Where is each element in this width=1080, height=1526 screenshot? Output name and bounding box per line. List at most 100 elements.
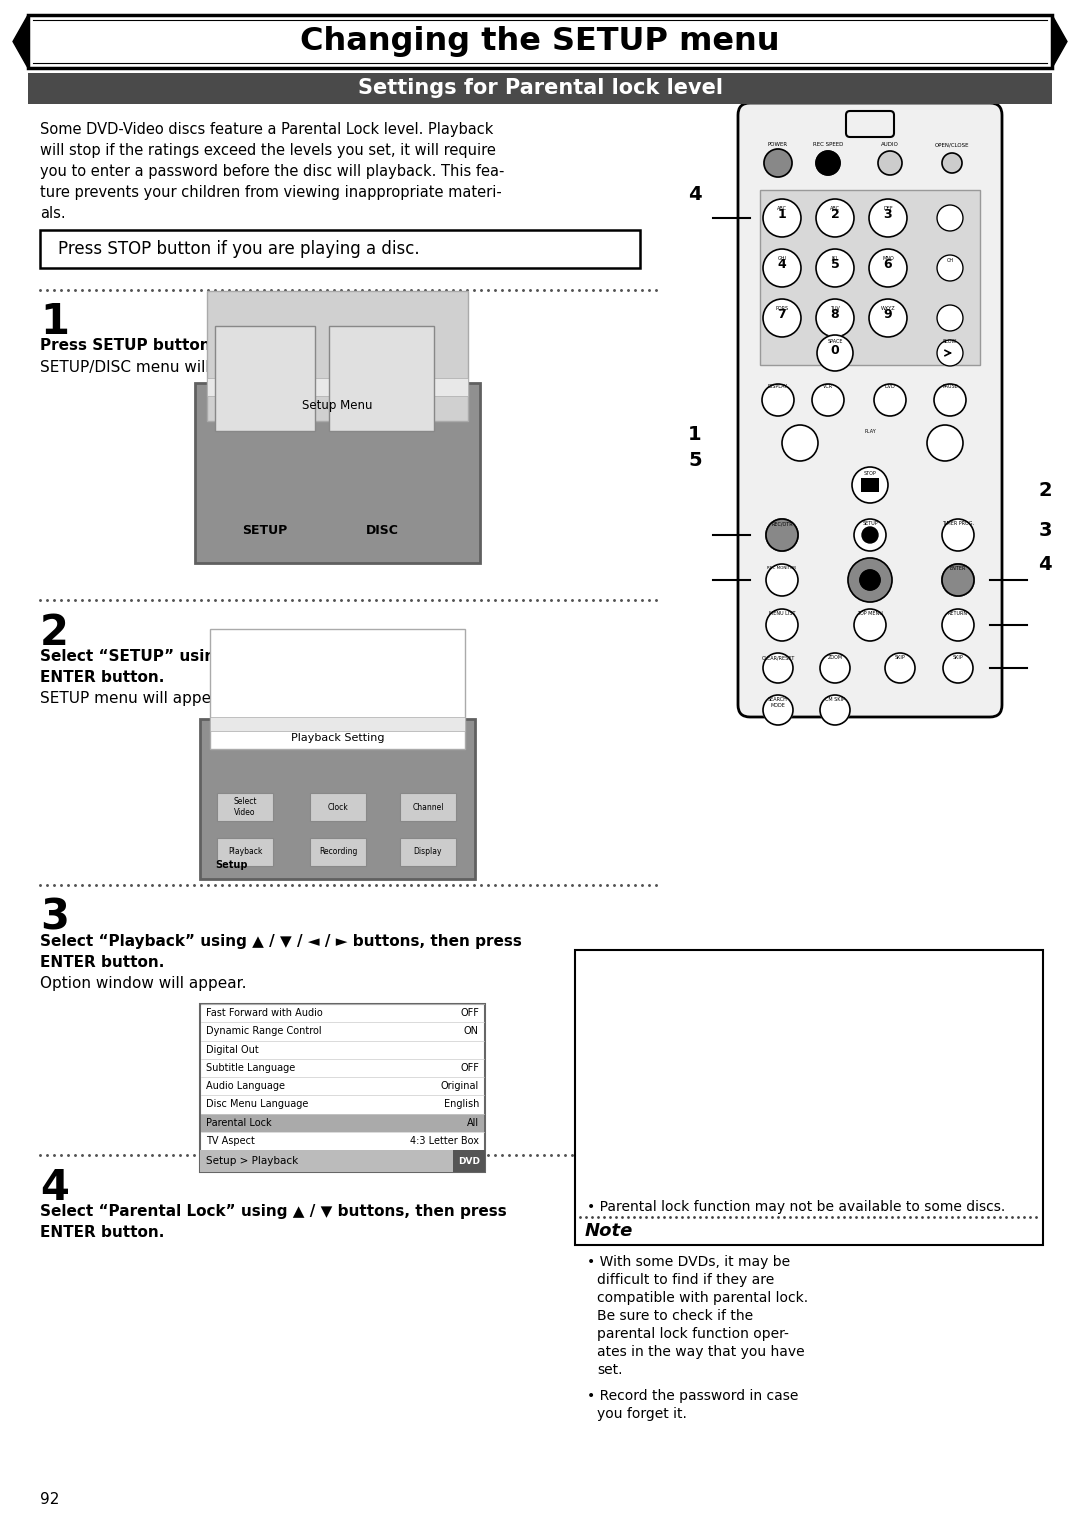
- Bar: [200, 1004, 485, 1172]
- Text: CM SKIP: CM SKIP: [825, 697, 845, 702]
- Bar: [200, 719, 475, 879]
- Text: SPACE: SPACE: [827, 339, 842, 343]
- Circle shape: [927, 426, 963, 461]
- Text: Some DVD-Video discs feature a Parental Lock level. Playback: Some DVD-Video discs feature a Parental …: [40, 122, 494, 137]
- Circle shape: [885, 653, 915, 684]
- Text: • With some DVDs, it may be: • With some DVDs, it may be: [588, 1254, 791, 1270]
- Text: Display: Display: [414, 847, 442, 856]
- Circle shape: [782, 426, 818, 461]
- Text: Clock: Clock: [327, 803, 349, 812]
- Text: SETUP menu will appear.: SETUP menu will appear.: [40, 691, 230, 707]
- Circle shape: [874, 385, 906, 417]
- FancyBboxPatch shape: [738, 102, 1002, 717]
- Polygon shape: [1052, 15, 1067, 69]
- Text: 4: 4: [688, 186, 702, 204]
- Text: 3: 3: [883, 209, 892, 221]
- Text: 0: 0: [831, 345, 839, 357]
- Text: STOP: STOP: [864, 472, 876, 476]
- Circle shape: [942, 565, 974, 597]
- Circle shape: [816, 249, 854, 287]
- Text: Setup: Setup: [215, 861, 247, 870]
- Bar: [217, 838, 273, 865]
- Circle shape: [934, 385, 966, 417]
- Circle shape: [816, 198, 854, 237]
- Text: DEF: DEF: [883, 206, 893, 211]
- Bar: [207, 378, 468, 397]
- Text: ture prevents your children from viewing inappropriate materi-: ture prevents your children from viewing…: [40, 185, 502, 200]
- Text: ENTER button.: ENTER button.: [40, 1225, 164, 1241]
- Bar: [217, 794, 273, 821]
- Circle shape: [766, 609, 798, 641]
- Circle shape: [762, 653, 793, 684]
- Text: PAUSE: PAUSE: [942, 385, 958, 389]
- Text: PQRS: PQRS: [775, 307, 788, 311]
- Text: OPEN/CLOSE: OPEN/CLOSE: [935, 142, 969, 148]
- Circle shape: [942, 565, 974, 597]
- Text: TOP MENU: TOP MENU: [858, 610, 882, 617]
- Circle shape: [816, 299, 854, 337]
- Bar: [40, 230, 640, 269]
- Text: set.: set.: [597, 1363, 622, 1376]
- Text: SLOW: SLOW: [943, 339, 957, 343]
- Bar: [207, 291, 468, 421]
- Circle shape: [869, 249, 907, 287]
- Circle shape: [812, 385, 843, 417]
- Bar: [195, 383, 480, 563]
- Text: WXYZ: WXYZ: [880, 307, 895, 311]
- Text: • Parental lock function may not be available to some discs.: • Parental lock function may not be avai…: [588, 1199, 1005, 1215]
- Circle shape: [869, 198, 907, 237]
- Circle shape: [869, 299, 907, 337]
- Text: • Record the password in case: • Record the password in case: [588, 1389, 798, 1402]
- Text: Disc Menu Language: Disc Menu Language: [206, 1099, 309, 1109]
- Text: ENTER button.: ENTER button.: [40, 955, 164, 971]
- Bar: [861, 478, 879, 491]
- Bar: [210, 717, 465, 731]
- Text: All: All: [467, 1117, 480, 1128]
- Text: Changing the SETUP menu: Changing the SETUP menu: [300, 26, 780, 56]
- Text: 5: 5: [831, 258, 839, 272]
- Text: Select “Playback” using ▲ / ▼ / ◄ / ► buttons, then press: Select “Playback” using ▲ / ▼ / ◄ / ► bu…: [40, 934, 522, 949]
- Circle shape: [854, 609, 886, 641]
- Text: Select
Video: Select Video: [233, 797, 257, 816]
- Text: 4: 4: [778, 258, 786, 272]
- Circle shape: [762, 385, 794, 417]
- Text: RETURN: RETURN: [948, 610, 968, 617]
- Bar: [400, 838, 456, 865]
- Circle shape: [848, 559, 892, 601]
- Circle shape: [820, 694, 850, 725]
- Text: ZOOM: ZOOM: [827, 655, 842, 661]
- Text: you to enter a password before the disc will playback. This fea-: you to enter a password before the disc …: [40, 163, 504, 179]
- Bar: [201, 1114, 484, 1132]
- FancyBboxPatch shape: [846, 111, 894, 137]
- Bar: [310, 794, 366, 821]
- Text: SKIP: SKIP: [894, 655, 905, 661]
- Text: GHI: GHI: [778, 256, 786, 261]
- Text: MENU LIST: MENU LIST: [769, 610, 795, 617]
- Text: 4:3 Letter Box: 4:3 Letter Box: [410, 1135, 480, 1146]
- Text: ENTER button.: ENTER button.: [40, 670, 164, 685]
- Text: 92: 92: [40, 1492, 59, 1508]
- Text: REC MONITOR: REC MONITOR: [768, 566, 797, 571]
- Text: 6: 6: [883, 258, 892, 272]
- Text: ABC: ABC: [777, 206, 787, 211]
- Circle shape: [816, 151, 840, 175]
- Text: Channel: Channel: [413, 803, 444, 812]
- Text: Parental Lock: Parental Lock: [206, 1117, 272, 1128]
- Bar: [28, 15, 1052, 69]
- Text: Be sure to check if the: Be sure to check if the: [597, 1309, 753, 1323]
- Text: Select “Parental Lock” using ▲ / ▼ buttons, then press: Select “Parental Lock” using ▲ / ▼ butto…: [40, 1204, 507, 1219]
- Text: 7: 7: [778, 308, 786, 322]
- Text: Setup Menu: Setup Menu: [302, 398, 373, 412]
- Circle shape: [862, 526, 878, 543]
- Circle shape: [764, 150, 792, 177]
- Bar: [575, 951, 1043, 1245]
- Text: 9: 9: [883, 308, 892, 322]
- Circle shape: [762, 694, 793, 725]
- Bar: [329, 327, 434, 430]
- Text: TV Aspect: TV Aspect: [206, 1135, 255, 1146]
- Bar: [453, 1151, 485, 1172]
- Circle shape: [942, 519, 974, 551]
- Text: English: English: [444, 1099, 480, 1109]
- Circle shape: [943, 653, 973, 684]
- Text: 4: 4: [40, 1167, 69, 1209]
